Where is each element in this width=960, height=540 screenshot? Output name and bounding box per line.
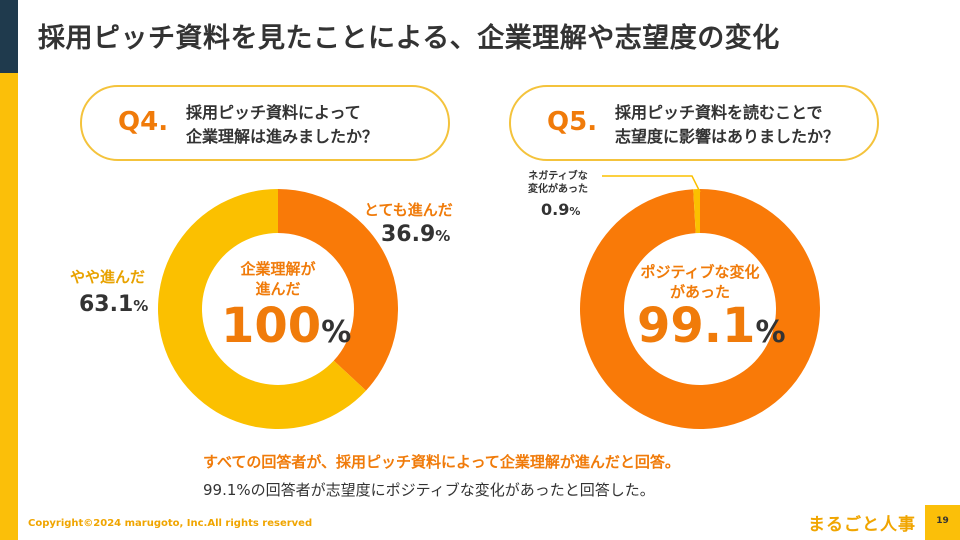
question-pill-q4: Q4. 採用ピッチ資料によって 企業理解は進みましたか？ — [80, 85, 450, 161]
center-value: 99.1% — [637, 298, 786, 354]
leader-line — [602, 175, 701, 193]
left-accent-bar-yellow — [0, 73, 18, 540]
donut-slice-0 — [278, 189, 398, 391]
center-label-line-1: 企業理解が — [240, 260, 316, 278]
donut-slice-1 — [158, 189, 366, 429]
slice-value-unit: % — [133, 297, 149, 315]
slice-value-very-advanced: 36.9% — [381, 222, 450, 247]
donut-chart-q4 — [158, 189, 398, 429]
copyright-text: Copyright©2024 marugoto, Inc.All rights … — [28, 518, 313, 529]
slice-label-very-advanced: とても進んだ — [364, 201, 453, 219]
center-label: 企業理解が 進んだ — [218, 259, 338, 299]
slice-label-line-1: ネガティブな — [528, 171, 588, 182]
question-text: 採用ピッチ資料によって 企業理解は進みましたか？ — [186, 101, 378, 149]
question-number: Q5. — [547, 107, 598, 137]
question-line-1: 採用ピッチ資料によって — [186, 103, 361, 122]
slice-value-number: 0.9 — [541, 200, 570, 219]
question-pill-q5: Q5. 採用ピッチ資料を読むことで 志望度に影響はありましたか？ — [509, 85, 879, 161]
center-value-number: 100 — [221, 298, 322, 354]
center-value-unit: % — [755, 315, 786, 350]
donut-slice-0 — [580, 189, 820, 429]
brand-logo: まるごと人事 — [808, 515, 916, 535]
donut-slice-1 — [693, 189, 700, 234]
slice-value-somewhat-advanced: 63.1% — [79, 292, 148, 317]
slice-value-negative: 0.9% — [541, 200, 580, 219]
center-value: 100% — [221, 298, 351, 354]
center-value-unit: % — [321, 315, 352, 350]
center-value-number: 99.1 — [637, 298, 756, 354]
center-label-line-1: ポジティブな変化 — [640, 263, 760, 281]
slice-value-number: 36.9 — [381, 222, 436, 247]
slice-value-number: 63.1 — [79, 292, 134, 317]
slice-label-negative: ネガティブな 変化があった — [528, 170, 588, 196]
summary-detail: 99.1%の回答者が志望度にポジティブな変化があったと回答した。 — [203, 481, 655, 499]
question-text: 採用ピッチ資料を読むことで 志望度に影響はありましたか？ — [615, 101, 839, 149]
center-label: ポジティブな変化 があった — [630, 262, 770, 302]
left-accent-bar-dark — [0, 0, 18, 73]
question-line-1: 採用ピッチ資料を読むことで — [615, 103, 823, 122]
question-line-2: 企業理解は進みましたか？ — [186, 127, 379, 146]
donut-chart-q5 — [580, 189, 820, 429]
question-number: Q4. — [118, 107, 169, 137]
summary-highlight: すべての回答者が、採用ピッチ資料によって企業理解が進んだと回答。 — [203, 453, 680, 471]
slice-value-unit: % — [569, 205, 581, 218]
slice-value-unit: % — [435, 227, 451, 245]
slice-label-line-2: 変化があった — [528, 184, 588, 195]
center-label-line-2: 進んだ — [255, 280, 301, 298]
page-title: 採用ピッチ資料を見たことによる、企業理解や志望度の変化 — [38, 23, 780, 54]
question-line-2: 志望度に影響はありましたか？ — [615, 127, 840, 146]
page-number: 19 — [936, 516, 949, 526]
slice-label-somewhat-advanced: やや進んだ — [70, 268, 146, 286]
center-label-line-2: があった — [669, 283, 730, 301]
page-number-box: 19 — [925, 505, 960, 540]
